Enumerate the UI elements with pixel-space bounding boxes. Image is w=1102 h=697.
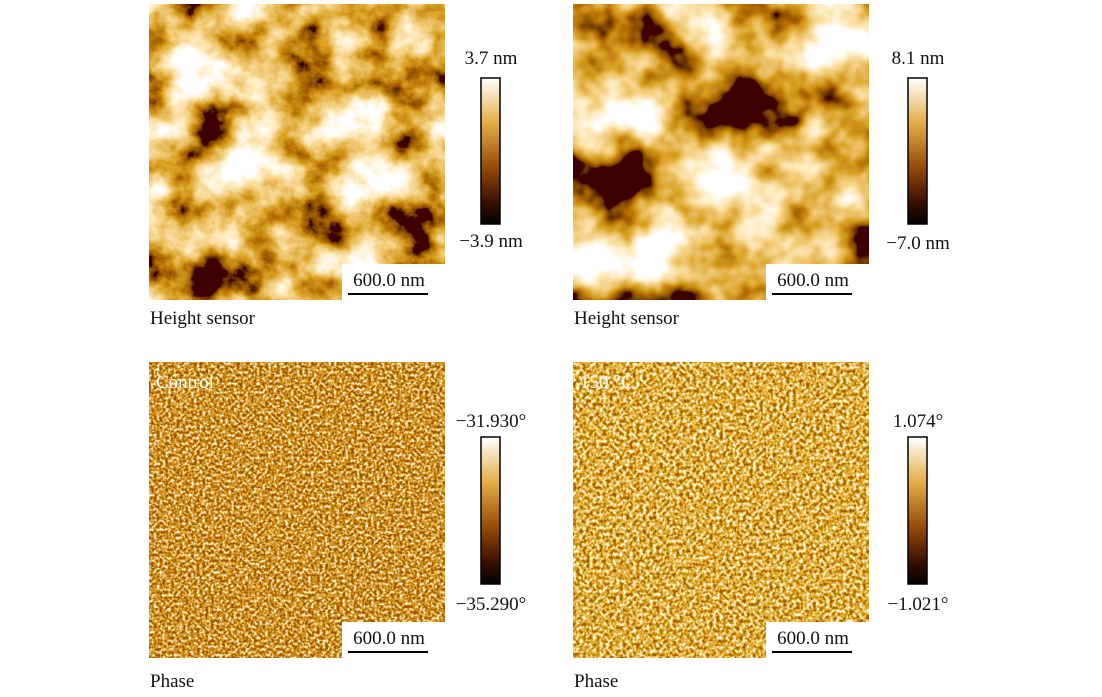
panel-label: 150 °C <box>580 372 634 393</box>
colorbar <box>480 436 501 585</box>
caption: Height sensor <box>574 308 680 329</box>
colorbar-min: −3.9 nm <box>459 231 523 252</box>
colorbar-min: −7.0 nm <box>886 233 950 254</box>
colorbar <box>907 77 928 225</box>
scale-bar-label: 600.0 nm <box>353 628 425 649</box>
afm-image <box>149 362 445 658</box>
panel-label: Control <box>156 372 214 393</box>
colorbar <box>480 77 501 225</box>
scale-bar-label: 600.0 nm <box>777 628 849 649</box>
colorbar-max: 8.1 nm <box>892 48 945 69</box>
colorbar-max: 1.074° <box>893 411 943 432</box>
colorbar-max: −31.930° <box>456 411 527 432</box>
caption: Height sensor <box>150 308 256 329</box>
colorbar <box>907 436 928 585</box>
colorbar-max: 3.7 nm <box>465 48 518 69</box>
caption: Phase <box>150 671 194 692</box>
scale-bar-label: 600.0 nm <box>777 270 849 291</box>
afm-image <box>573 4 869 300</box>
colorbar-min: −1.021° <box>887 594 948 615</box>
colorbar-min: −35.290° <box>456 594 527 615</box>
scale-bar-label: 600.0 nm <box>353 270 425 291</box>
caption: Phase <box>574 671 618 692</box>
afm-image <box>149 4 445 300</box>
afm-image <box>573 362 869 658</box>
